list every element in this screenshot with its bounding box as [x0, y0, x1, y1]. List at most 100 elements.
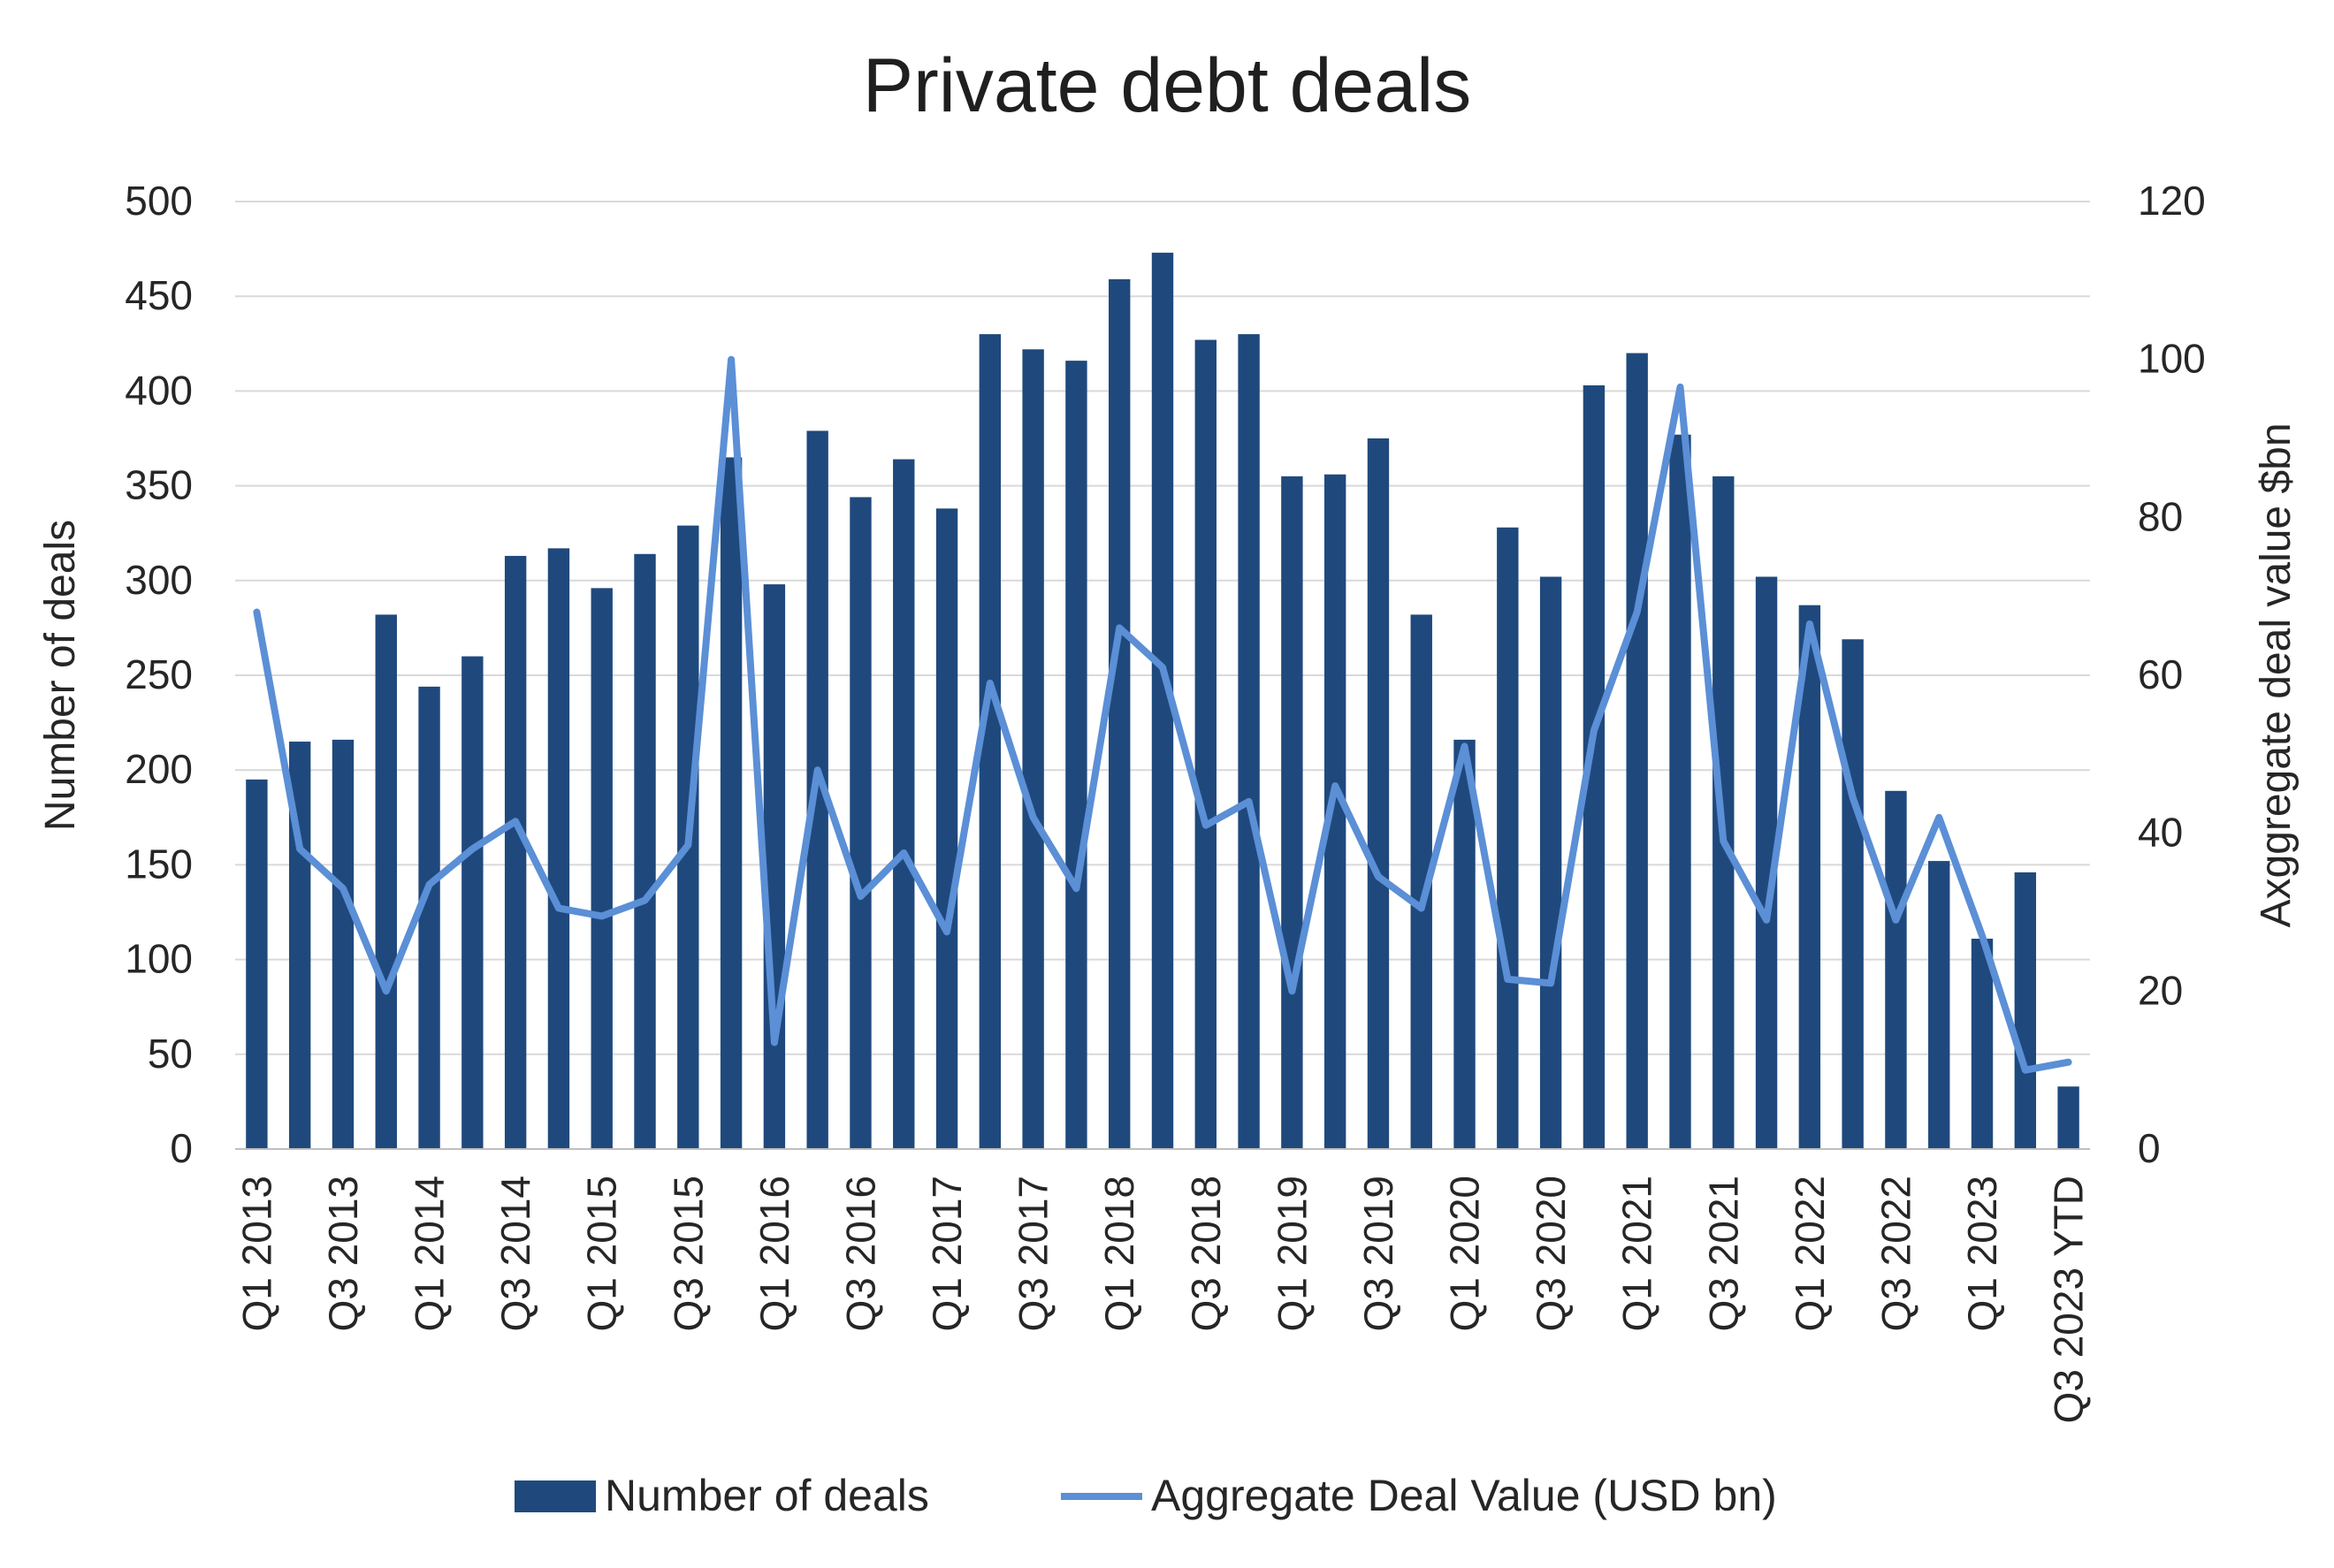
line-point: [1550, 982, 1552, 985]
x-tick-label: Q1 2019: [1269, 1176, 1315, 1331]
bar: [591, 588, 613, 1149]
y-tick-label: 150: [125, 841, 193, 887]
line-point: [730, 358, 733, 361]
x-tick-label: Q1 2022: [1787, 1176, 1833, 1331]
y-tick-label: 500: [125, 178, 193, 224]
line-point: [644, 899, 646, 902]
x-tick-label: Q3 2023 YTD: [2046, 1176, 2092, 1423]
line-point: [1204, 824, 1207, 826]
line-point: [256, 611, 258, 613]
bar: [1885, 790, 1907, 1149]
bar: [1669, 434, 1691, 1149]
x-tick-label: Q3 2018: [1183, 1176, 1229, 1331]
bar: [504, 555, 527, 1149]
y-tick-label: 450: [125, 272, 193, 318]
line-point: [428, 883, 431, 886]
bar: [461, 656, 484, 1149]
bar: [418, 686, 440, 1149]
bar: [1971, 939, 1994, 1149]
line-point: [299, 848, 301, 850]
line-point: [341, 887, 344, 890]
line-point: [1334, 785, 1337, 788]
bar: [1842, 639, 1864, 1149]
bar: [332, 739, 355, 1149]
bar: [1194, 339, 1217, 1150]
line-point: [859, 895, 862, 898]
y-tick-label: 200: [125, 746, 193, 792]
bar: [634, 553, 656, 1149]
x-tick-label: Q1 2017: [924, 1176, 970, 1331]
line-point: [687, 844, 690, 847]
x-tick-label: Q3 2013: [320, 1176, 366, 1331]
y2-tick-label: 40: [2138, 810, 2183, 856]
legend-swatch-bars: [515, 1480, 596, 1512]
y-tick-label: 50: [148, 1031, 193, 1077]
line-point: [600, 915, 603, 917]
line-point: [903, 852, 905, 854]
line-point: [1162, 666, 1163, 669]
y-axis-title: Number of deals: [37, 520, 84, 831]
y2-tick-label: 0: [2138, 1125, 2161, 1171]
line-point: [1636, 611, 1638, 613]
line-point: [1506, 978, 1509, 980]
x-tick-label: Q1 2016: [751, 1176, 797, 1331]
line-point: [1420, 907, 1423, 910]
line-point: [1377, 875, 1379, 878]
bar: [1453, 739, 1476, 1149]
line-point: [1722, 840, 1725, 842]
x-tick-label: Q3 2019: [1355, 1176, 1401, 1331]
line-point: [471, 848, 474, 850]
chart-title: Private debt deals: [862, 43, 1472, 128]
x-tick-label: Q1 2013: [233, 1176, 279, 1331]
y-tick-label: 0: [170, 1125, 193, 1171]
bar: [1539, 576, 1562, 1149]
bar: [893, 459, 915, 1149]
y2-tick-label: 20: [2138, 967, 2183, 1013]
bar: [1497, 527, 1519, 1149]
x-tick-label: Q3 2015: [665, 1176, 711, 1331]
y2-tick-label: 60: [2138, 651, 2183, 697]
x-tick-label: Q1 2021: [1614, 1176, 1660, 1331]
line-point: [385, 990, 387, 993]
line-point: [1075, 887, 1078, 890]
line-point: [1808, 622, 1811, 625]
line-point: [946, 931, 949, 933]
bar: [1065, 361, 1087, 1149]
y-tick-label: 400: [125, 367, 193, 413]
bar: [1626, 353, 1648, 1149]
bar: [1928, 861, 1950, 1149]
line-point: [2067, 1061, 2070, 1063]
line-point: [1247, 800, 1250, 803]
y2-tick-label: 100: [2138, 336, 2206, 382]
bar: [2014, 872, 2037, 1149]
y2-tick-label: 80: [2138, 493, 2183, 539]
line-point: [1895, 918, 1897, 921]
bar: [246, 779, 268, 1149]
bar: [1109, 278, 1131, 1149]
bar: [547, 548, 570, 1149]
line-point: [1766, 918, 1768, 921]
legend-label-bars: Number of deals: [605, 1471, 929, 1520]
line-point: [1679, 385, 1682, 388]
bar: [850, 497, 872, 1149]
bar: [1281, 476, 1303, 1149]
bar: [1022, 349, 1044, 1149]
x-tick-label: Q1 2020: [1442, 1176, 1488, 1331]
bar: [1238, 334, 1260, 1150]
x-tick-label: Q1 2014: [407, 1176, 453, 1331]
line-point: [773, 1041, 775, 1044]
line-point: [515, 820, 517, 823]
line-point: [1291, 990, 1293, 993]
x-tick-label: Q1 2015: [579, 1176, 625, 1331]
line-point: [1938, 816, 1941, 818]
x-tick-label: Q3 2020: [1528, 1176, 1574, 1331]
x-tick-label: Q3 2014: [492, 1176, 538, 1331]
x-tick-label: Q3 2017: [1011, 1176, 1056, 1331]
y2-tick-label: 120: [2138, 178, 2206, 224]
line-point: [816, 769, 819, 772]
x-tick-label: Q3 2022: [1873, 1176, 1918, 1331]
bar: [935, 508, 958, 1149]
bar: [2057, 1086, 2079, 1149]
